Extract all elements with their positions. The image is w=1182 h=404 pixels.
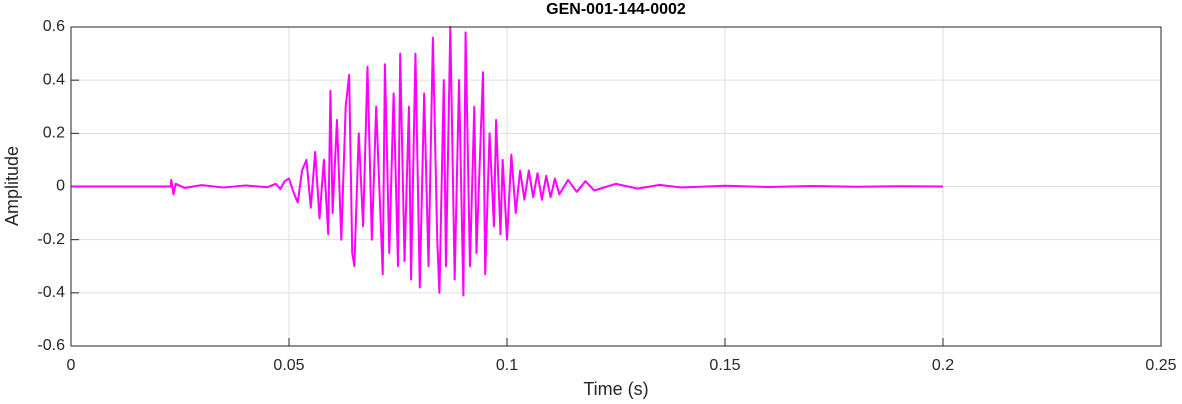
y-tick-label: 0.2: [43, 125, 65, 142]
y-axis-label: Amplitude: [2, 146, 22, 226]
y-tick-label: -0.2: [37, 231, 65, 248]
x-tick-label: 0.25: [1145, 357, 1176, 374]
x-tick-label: 0: [67, 357, 76, 374]
x-tick-label: 0.1: [496, 357, 518, 374]
line: [71, 26, 944, 297]
x-tick-label: 0.2: [932, 357, 954, 374]
x-tick-label: 0.15: [709, 357, 740, 374]
x-axis-label: Time (s): [583, 379, 648, 399]
chart-title: GEN-001-144-0002: [546, 1, 686, 18]
axes-box: [70, 26, 1162, 347]
y-tick-label: 0.6: [43, 18, 65, 35]
y-tick-label: -0.4: [37, 284, 65, 301]
x-tick-label: 0.05: [273, 357, 304, 374]
y-tick-label: -0.6: [37, 337, 65, 354]
y-tick-label: 0.4: [43, 71, 65, 88]
y-tick-label: 0: [56, 178, 65, 195]
